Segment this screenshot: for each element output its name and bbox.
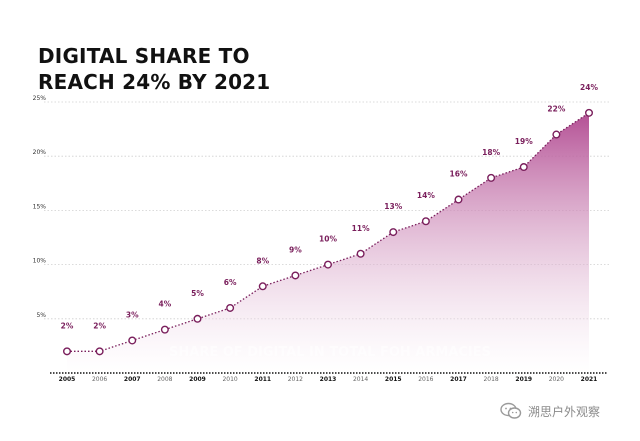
data-label-2020: 22% — [547, 105, 565, 114]
data-point-2009 — [193, 314, 202, 323]
chart-title: DIGITAL SHARE TO REACH 24% BY 2021 — [38, 43, 270, 95]
x-tick-label-2008: 2008 — [157, 376, 172, 383]
data-point-2006 — [95, 347, 104, 356]
data-point-2005 — [63, 347, 72, 356]
x-tick-label-2019: 2019 — [515, 376, 532, 383]
x-tick-label-2010: 2010 — [222, 376, 237, 383]
data-point-2017 — [454, 195, 463, 204]
x-tick-label-2017: 2017 — [450, 376, 467, 383]
data-label-2007: 3% — [126, 310, 139, 319]
x-tick-label-2006: 2006 — [92, 376, 107, 383]
data-labels: 2% 2% 3% 4% 5% 6% 8% 9% 10% 11% 13% 14% 16% 18% 19% 22%… — [61, 83, 599, 330]
data-label-2008: 4% — [159, 300, 172, 309]
data-label-2011: 8% — [256, 256, 269, 265]
x-tick-label-2009: 2009 — [189, 376, 206, 383]
x-tick-label-2015: 2015 — [385, 376, 402, 383]
x-tick-label-2020: 2020 — [549, 376, 564, 383]
data-label-2015: 13% — [384, 202, 402, 211]
x-tick-label-2012: 2012 — [288, 376, 303, 383]
x-tick-label-2018: 2018 — [483, 376, 498, 383]
x-tick-label-2021: 2021 — [581, 376, 598, 383]
data-point-2021 — [585, 108, 594, 117]
wechat-icon — [500, 402, 522, 419]
area-fill — [67, 112, 589, 373]
overlay-caption: SHARE OF DIGITAL IN TOTAL FOH ARMACIES — [169, 345, 491, 360]
data-point-2010 — [226, 303, 235, 312]
data-point-2012 — [291, 271, 300, 280]
y-axis: 5% 10% 15% 20% 25% — [33, 95, 47, 319]
watermark: 溯思户外观察 — [500, 402, 600, 420]
data-point-2014 — [356, 249, 365, 258]
x-tick-label-2011: 2011 — [254, 376, 271, 383]
data-label-2021: 24% — [580, 83, 598, 92]
data-label-2012: 9% — [289, 245, 302, 254]
x-tick-label-2005: 2005 — [59, 376, 76, 383]
y-tick-label: 15% — [33, 203, 47, 210]
data-label-2006: 2% — [93, 321, 106, 330]
y-tick-label: 5% — [36, 312, 46, 319]
x-tick-label-2016: 2016 — [418, 376, 433, 383]
data-point-2007 — [128, 336, 137, 345]
x-tick-label-2007: 2007 — [124, 376, 141, 383]
data-point-2008 — [160, 325, 169, 334]
area-path — [67, 112, 589, 373]
data-point-2016 — [421, 217, 430, 226]
x-tick-label-2014: 2014 — [353, 376, 368, 383]
y-tick-label: 25% — [33, 95, 47, 102]
data-label-2018: 18% — [482, 148, 500, 157]
data-label-2013: 10% — [319, 235, 337, 244]
data-point-2011 — [258, 282, 267, 291]
data-point-2018 — [487, 173, 496, 182]
x-tick-label-2013: 2013 — [320, 376, 337, 383]
data-label-2005: 2% — [61, 321, 74, 330]
data-label-2016: 14% — [417, 191, 435, 200]
chart-title-line-2: REACH 24% BY 2021 — [38, 70, 271, 94]
data-label-2019: 19% — [515, 137, 533, 146]
chart-title-line-1: DIGITAL SHARE TO — [38, 44, 250, 68]
data-label-2014: 11% — [352, 224, 370, 233]
y-tick-label: 20% — [33, 149, 47, 156]
data-label-2009: 5% — [191, 289, 204, 298]
data-point-2020 — [552, 130, 561, 139]
data-label-2010: 6% — [224, 278, 237, 287]
data-point-2013 — [324, 260, 333, 269]
data-points — [63, 108, 594, 356]
data-point-2019 — [519, 163, 528, 172]
y-tick-label: 10% — [33, 258, 47, 265]
watermark-text: 溯思户外观察 — [528, 404, 601, 419]
data-point-2015 — [389, 228, 398, 237]
data-label-2017: 16% — [450, 170, 468, 179]
x-axis: 2005 2006 2007 2008 2009 2010 2011 2012 2013 2014… — [50, 372, 608, 383]
